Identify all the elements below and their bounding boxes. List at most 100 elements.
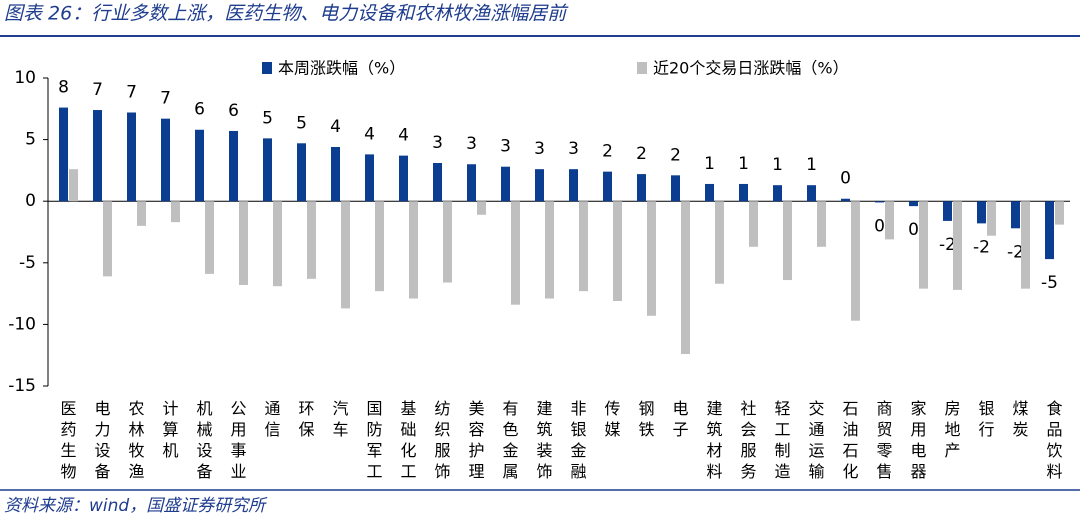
bar (161, 118, 170, 202)
data-label: 6 (194, 100, 205, 120)
x-tick-label: 石油石化 (840, 400, 859, 484)
data-label: 4 (364, 124, 375, 144)
bar (307, 201, 316, 279)
y-tick-label: 5 (25, 130, 36, 150)
data-label: 7 (126, 82, 137, 102)
bar (69, 169, 78, 202)
bar (705, 183, 714, 202)
data-label: -2 (1007, 242, 1024, 262)
data-label: 4 (398, 126, 409, 146)
bar (239, 201, 248, 285)
x-tick-label: 农林牧渔 (126, 400, 145, 484)
bar (749, 201, 758, 247)
data-label: 0 (840, 169, 851, 189)
bar (1011, 201, 1020, 229)
legend-label: 本周涨跌幅（%） (278, 59, 405, 78)
x-tick-label: 公用事业 (228, 400, 247, 484)
bar (273, 201, 282, 287)
bar (987, 201, 996, 236)
y-tick-label: -5 (19, 253, 36, 273)
bar (671, 175, 680, 202)
bar (647, 201, 656, 316)
bar (59, 107, 68, 202)
x-tick-label: 纺织服饰 (432, 400, 451, 484)
data-label: 3 (466, 134, 477, 154)
x-tick-label: 汽车 (330, 400, 349, 442)
bar (807, 185, 816, 202)
data-label: 8 (58, 78, 69, 98)
bar (817, 201, 826, 247)
bar (579, 201, 588, 292)
bar (365, 154, 374, 202)
data-label: 3 (432, 133, 443, 153)
bar (875, 201, 884, 203)
x-tick-label: 建筑装饰 (534, 400, 553, 484)
bar (409, 201, 418, 299)
bar (977, 201, 986, 224)
bar (885, 201, 894, 240)
legend-swatch (262, 62, 272, 74)
bar (603, 171, 612, 202)
data-label: 1 (704, 154, 715, 174)
x-tick-label: 食品饮料 (1044, 400, 1063, 484)
x-tick-label: 钢铁 (636, 400, 655, 442)
bar (569, 169, 578, 202)
source-note: 资料来源：wind，国盛证券研究所 (4, 496, 268, 516)
legend-swatch (637, 62, 647, 74)
bar (783, 201, 792, 281)
bar (103, 201, 112, 277)
data-label: 4 (330, 117, 341, 137)
bar (1021, 201, 1030, 289)
bar (1055, 201, 1064, 225)
x-tick-label: 轻工制造 (772, 400, 791, 484)
data-label: 0 (908, 220, 919, 240)
x-tick-label: 煤炭 (1010, 400, 1029, 442)
bar (229, 130, 238, 202)
bar (919, 201, 928, 289)
y-tick-label: -10 (8, 314, 36, 334)
data-label: 3 (500, 137, 511, 157)
legend-label: 近20个交易日涨跌幅（%） (653, 59, 849, 78)
x-tick-label: 基础化工 (398, 400, 417, 484)
bar (739, 183, 748, 202)
data-label: 2 (636, 144, 647, 164)
x-tick-label: 电子 (670, 400, 689, 442)
bar (1045, 201, 1054, 260)
data-label: 5 (262, 108, 273, 128)
x-tick-label: 计算机 (160, 400, 179, 463)
data-label: -2 (939, 235, 956, 255)
data-label: 5 (296, 113, 307, 133)
bar (137, 201, 146, 226)
data-label: -5 (1041, 273, 1058, 293)
x-tick-label: 银行 (976, 400, 995, 442)
x-tick-label: 通信 (262, 400, 281, 442)
x-tick-label: 医药生物 (58, 400, 77, 484)
x-tick-label: 环保 (296, 400, 315, 442)
y-tick-label: 0 (25, 191, 36, 211)
bar (331, 146, 340, 202)
bar (477, 201, 486, 215)
bar (909, 201, 918, 207)
data-label: -2 (973, 237, 990, 257)
y-tick-label: -15 (8, 376, 36, 396)
bar (637, 174, 646, 202)
bar (443, 201, 452, 283)
bar (851, 201, 860, 321)
chart-title: 图表 26：行业多数上涨，医药生物、电力设备和农林牧渔涨幅居前 (4, 3, 569, 25)
x-tick-label: 商贸零售 (874, 400, 893, 484)
bar (841, 198, 850, 202)
data-label: 1 (738, 154, 749, 174)
bar (297, 143, 306, 202)
data-label: 1 (806, 155, 817, 175)
bar (773, 185, 782, 202)
bar (613, 201, 622, 301)
x-tick-label: 交通运输 (806, 400, 825, 484)
data-label: 6 (228, 101, 239, 121)
bar (127, 112, 136, 202)
bar (93, 110, 102, 202)
bar (953, 201, 962, 290)
bar (375, 201, 384, 292)
data-label: 7 (160, 89, 171, 109)
bar (171, 201, 180, 223)
